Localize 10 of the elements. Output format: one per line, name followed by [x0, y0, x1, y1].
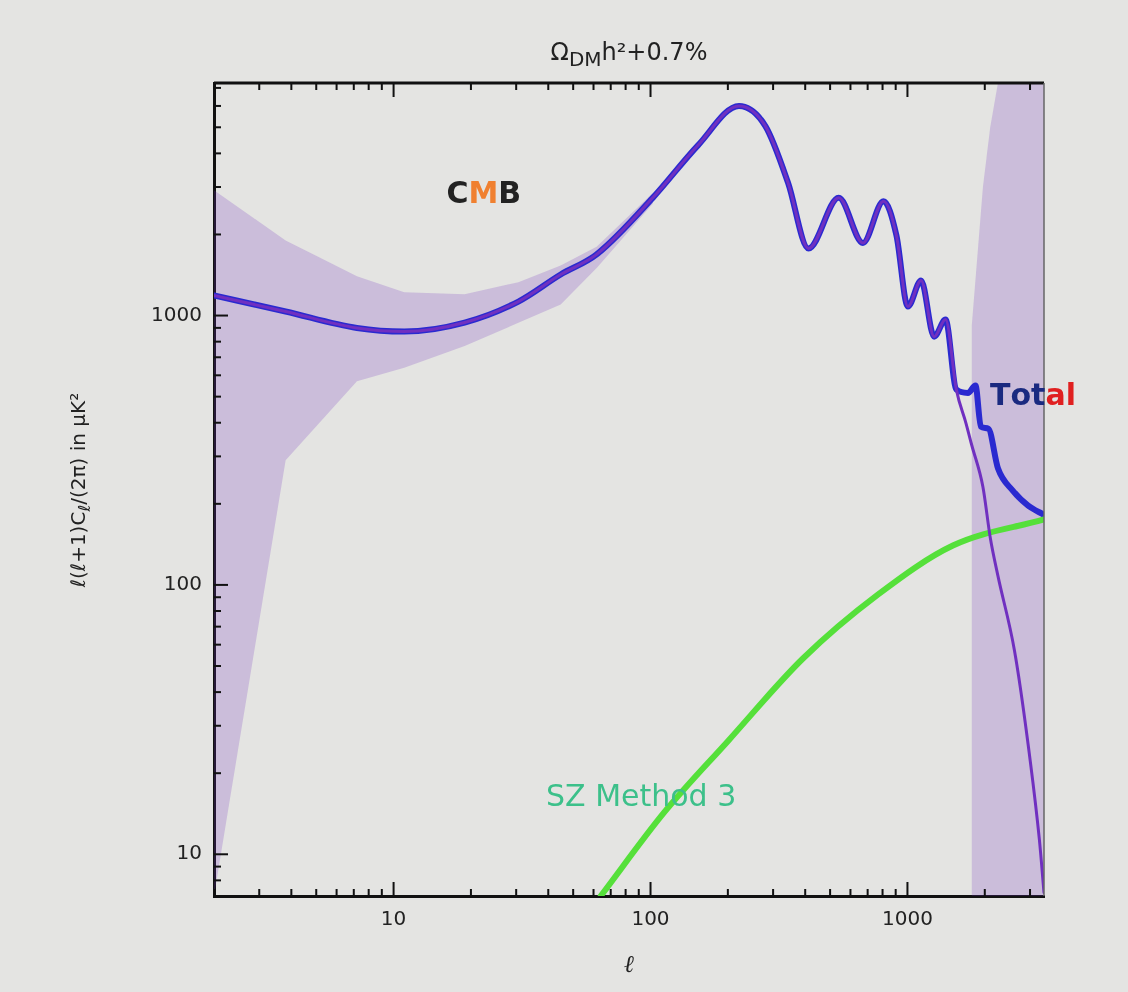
x-tick-label: 1000	[881, 906, 933, 931]
x-axis-title: ℓ	[623, 950, 635, 978]
x-tick-label: 100	[631, 906, 670, 931]
y-tick-label: 1000	[151, 301, 202, 326]
y-tick-label: 10	[176, 840, 202, 865]
x-tick-label: 10	[380, 906, 407, 931]
text: CMB	[446, 174, 522, 210]
series-label: Total	[990, 376, 1077, 412]
chart-title: Ω$_{DM}$h²+0.7%	[549, 38, 709, 71]
y-tick-label: 100	[163, 571, 202, 596]
